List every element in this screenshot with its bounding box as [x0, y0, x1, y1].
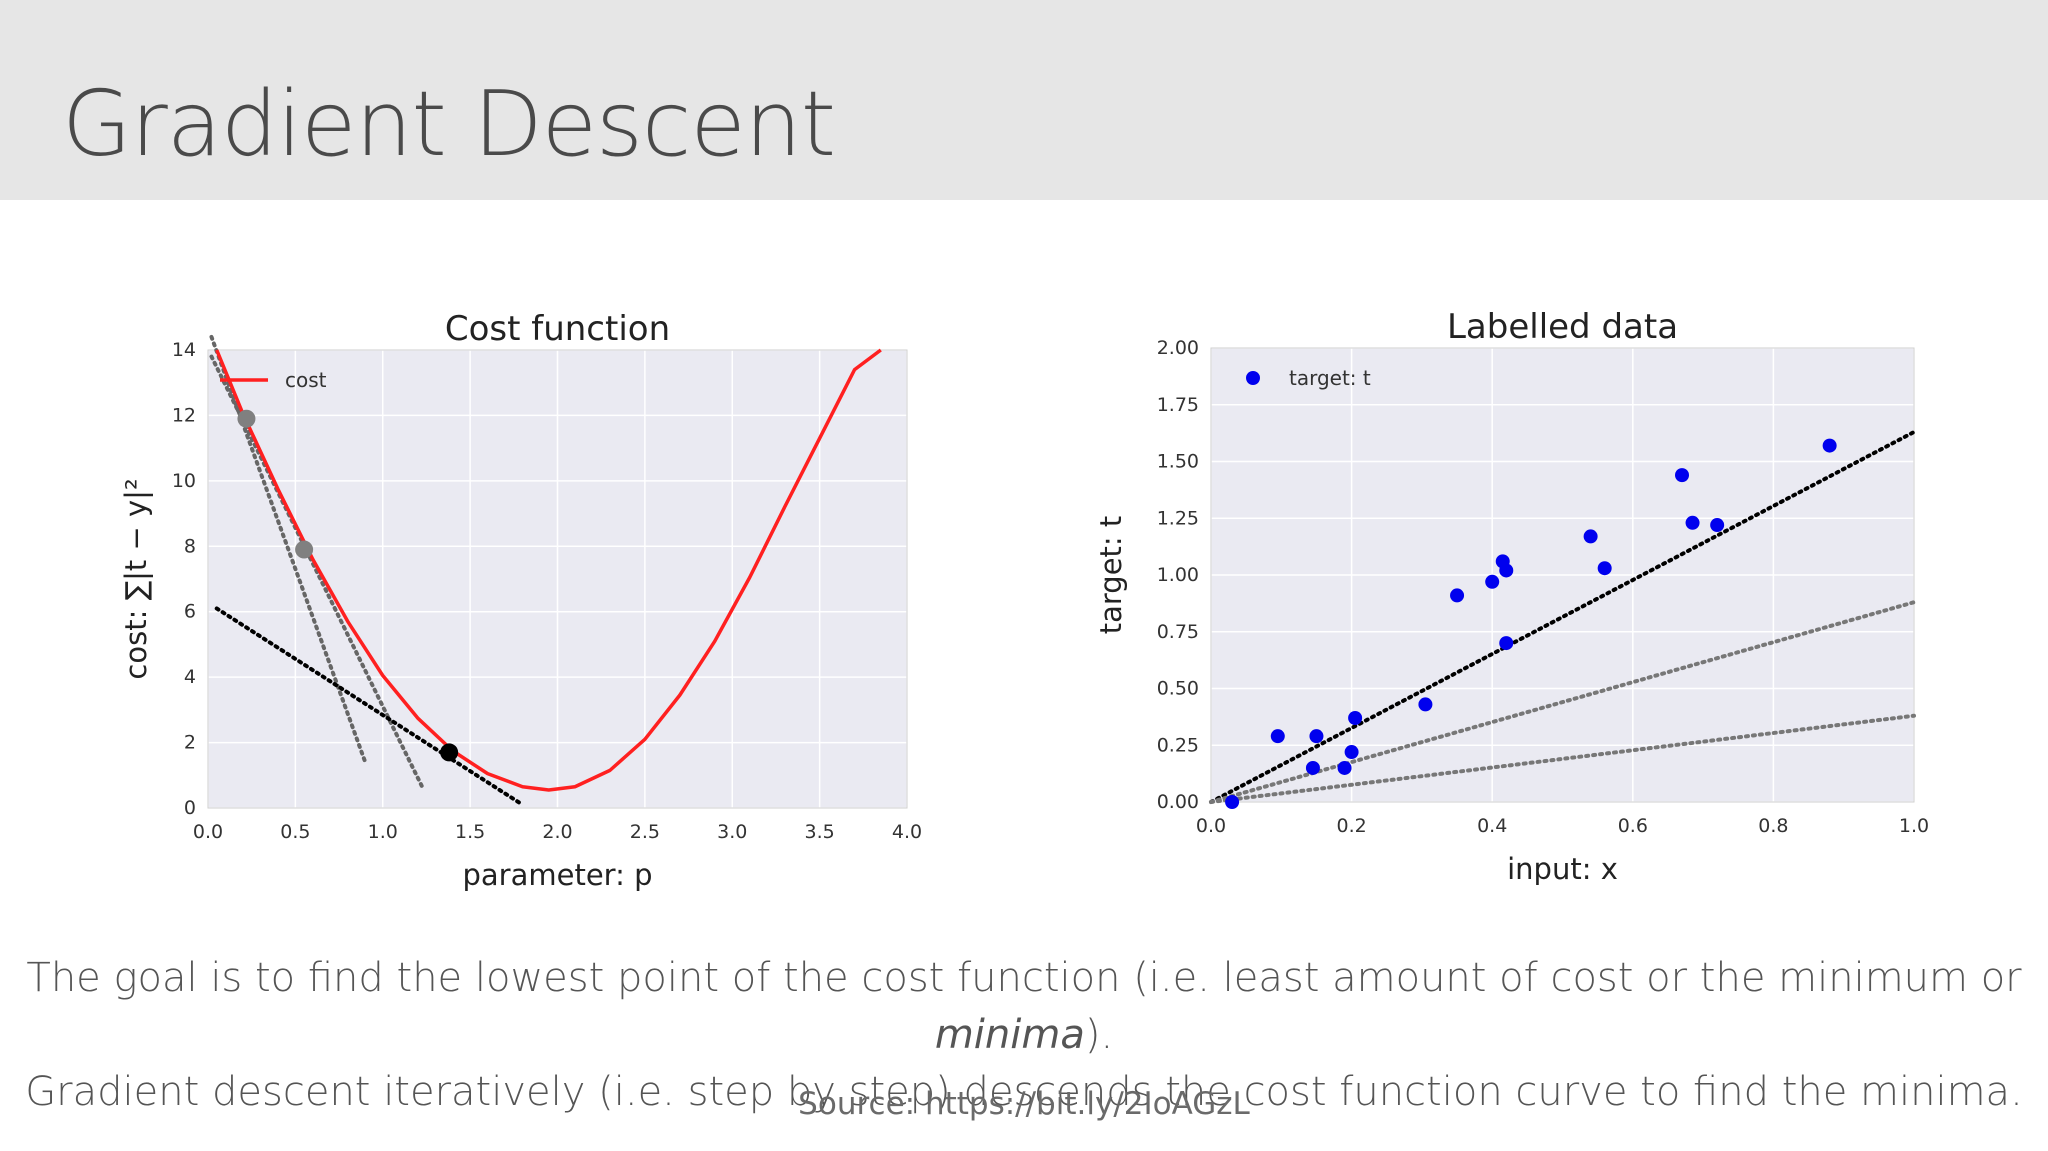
- x-tick-label: 0.8: [1758, 815, 1788, 837]
- x-tick-label: 2.5: [630, 821, 660, 843]
- y-tick-label: 1.50: [1157, 451, 1199, 473]
- data-point: [1685, 515, 1700, 530]
- x-tick-label: 0.4: [1477, 815, 1507, 837]
- y-tick-label: 8: [184, 535, 196, 557]
- chart-title: Labelled data: [1447, 307, 1678, 347]
- legend-label-cost: cost: [285, 368, 327, 392]
- cost-curve: [215, 348, 882, 792]
- legend-swatch-target: [1246, 371, 1260, 385]
- data-point: [1305, 760, 1320, 775]
- y-tick-label: 1.00: [1157, 564, 1199, 586]
- gradient-step-point-3: [440, 743, 459, 762]
- y-tick-label: 0: [184, 797, 196, 819]
- title-bar: Gradient Descent: [0, 0, 2048, 200]
- y-axis-label: target: t: [1095, 516, 1128, 635]
- caption-line-1: The goal is to find the lowest point of …: [0, 950, 2048, 1064]
- y-tick-label: 1.25: [1157, 507, 1199, 529]
- source-link[interactable]: Source: https://bit.ly/2IoAGzL: [798, 1086, 1250, 1122]
- x-tick-label: 2.0: [542, 821, 572, 843]
- y-tick-label: 0.00: [1157, 791, 1199, 813]
- plot-layer: [209, 334, 882, 807]
- plot-layer: [1209, 429, 1916, 809]
- plot-border: [207, 349, 908, 809]
- data-point: [1344, 745, 1359, 760]
- caption-line-2: Gradient descent iteratively (i.e. step …: [25, 1069, 2023, 1115]
- data-point: [1309, 729, 1324, 744]
- y-tick-label: 2.00: [1157, 337, 1199, 359]
- caption-italic-minima: minima: [934, 1012, 1085, 1058]
- labelled-data-chart: 0.0 0.2 0.4 0.6 0.8 1.0 0.00 0.25 0.50 0.75 1.00 1.…: [1095, 290, 1965, 910]
- x-tick-label: 0.6: [1618, 815, 1648, 837]
- x-tick-label: 0.0: [193, 821, 223, 843]
- x-tick-label: 4.0: [892, 821, 922, 843]
- chart-title: Cost function: [445, 309, 670, 349]
- data-point: [1675, 468, 1690, 483]
- gradient-step-point-1: [237, 409, 256, 428]
- data-point: [1418, 697, 1433, 712]
- caption-line-1-after: ).: [1084, 1012, 1114, 1058]
- data-point: [1337, 760, 1352, 775]
- cost-function-svg: 0.0 0.5 1.0 1.5 2.0 2.5 3.0 3.5 4.0 0 2 4 6 8 10 12 14 Co…: [119, 309, 922, 892]
- x-tick-label: 3.5: [805, 821, 835, 843]
- x-tick-label: 0.0: [1196, 815, 1226, 837]
- y-tick-label: 6: [184, 601, 196, 623]
- x-axis-label: parameter: p: [463, 858, 653, 892]
- data-point: [1450, 588, 1465, 603]
- cost-function-chart: 0.0 0.5 1.0 1.5 2.0 2.5 3.0 3.5 4.0 0 2 4 6 8 10 12 14 Co…: [110, 290, 940, 910]
- x-tick-label: 0.5: [280, 821, 310, 843]
- fit-line-1: [1209, 429, 1916, 804]
- data-point: [1485, 574, 1500, 589]
- x-tick-label: 3.0: [717, 821, 747, 843]
- y-tick-label: 10: [172, 470, 196, 492]
- y-tick-label: 0.75: [1157, 621, 1199, 643]
- data-point: [1348, 711, 1363, 726]
- gradient-step-point-2: [295, 540, 314, 559]
- caption: The goal is to find the lowest point of …: [0, 950, 2048, 1121]
- fit-line-2: [1209, 600, 1916, 804]
- x-tick-label: 1.0: [368, 821, 398, 843]
- x-tick-label: 1.0: [1899, 815, 1929, 837]
- x-tick-label: 0.2: [1336, 815, 1366, 837]
- caption-line-1-before: The goal is to find the lowest point of …: [26, 955, 2022, 1001]
- data-point: [1822, 438, 1837, 453]
- tangent-line-3: [214, 606, 525, 807]
- plot-border: [1210, 347, 1915, 803]
- data-point: [1499, 636, 1514, 651]
- data-point: [1710, 518, 1725, 533]
- data-point: [1270, 729, 1285, 744]
- x-tick-label: 1.5: [455, 821, 485, 843]
- data-point: [1499, 563, 1514, 578]
- y-tick-label: 0.25: [1157, 734, 1199, 756]
- labelled-data-svg: 0.0 0.2 0.4 0.6 0.8 1.0 0.00 0.25 0.50 0.75 1.00 1.…: [1095, 307, 1929, 886]
- y-tick-label: 14: [172, 339, 196, 361]
- slide-title: Gradient Descent: [62, 72, 836, 177]
- data-point: [1597, 561, 1612, 576]
- data-point: [1583, 529, 1598, 544]
- y-tick-label: 4: [184, 666, 196, 688]
- y-tick-label: 12: [172, 404, 196, 426]
- y-tick-label: 1.75: [1157, 394, 1199, 416]
- fit-line-3: [1209, 713, 1916, 804]
- legend-label-target: target: t: [1289, 366, 1371, 390]
- y-axis-label: cost: ∑|t − y|²: [119, 478, 153, 679]
- y-tick-label: 0.50: [1157, 678, 1199, 700]
- y-tick-label: 2: [184, 732, 196, 754]
- data-point: [1225, 795, 1240, 809]
- x-axis-label: input: x: [1507, 852, 1618, 886]
